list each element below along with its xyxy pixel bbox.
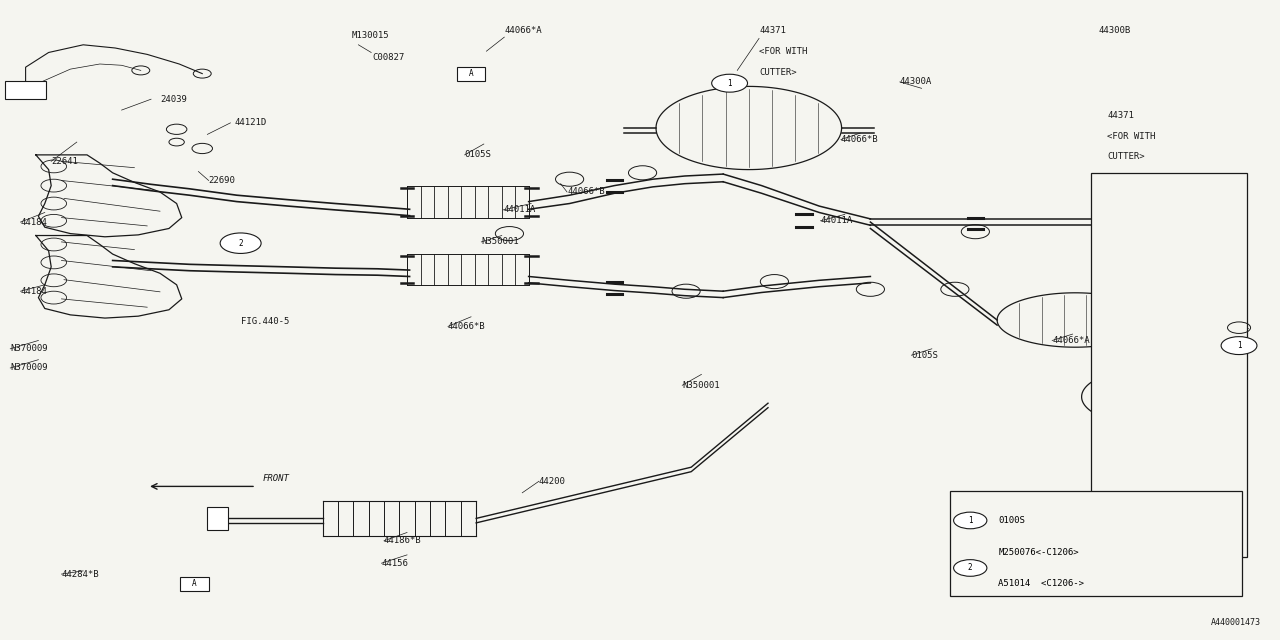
Text: A: A — [192, 579, 197, 588]
Text: 44300B: 44300B — [1098, 26, 1130, 35]
Circle shape — [954, 559, 987, 576]
Text: C00827: C00827 — [372, 53, 404, 62]
Text: 44066*B: 44066*B — [841, 135, 878, 144]
Text: 44186*B: 44186*B — [384, 536, 421, 545]
Text: 44066*B: 44066*B — [567, 188, 604, 196]
Text: 44184: 44184 — [20, 287, 47, 296]
Text: 44066*B: 44066*B — [448, 322, 485, 331]
Text: N350001: N350001 — [481, 237, 518, 246]
Text: 44066*A: 44066*A — [1052, 336, 1089, 345]
Text: N370009: N370009 — [10, 364, 47, 372]
Circle shape — [712, 74, 748, 92]
Circle shape — [1221, 337, 1257, 355]
Text: M130015: M130015 — [352, 31, 389, 40]
Text: 1: 1 — [1236, 341, 1242, 350]
Bar — [457, 67, 485, 81]
Text: 44121D: 44121D — [234, 118, 266, 127]
Text: A440001473: A440001473 — [1211, 618, 1261, 627]
Text: 44011A: 44011A — [820, 216, 852, 225]
Text: 0100S: 0100S — [998, 516, 1025, 525]
Bar — [1091, 173, 1247, 557]
Text: <FOR WITH: <FOR WITH — [759, 47, 808, 56]
Text: 44156: 44156 — [381, 559, 408, 568]
Text: 44371: 44371 — [1107, 111, 1134, 120]
Text: CUTTER>: CUTTER> — [1107, 152, 1144, 161]
Text: 44371: 44371 — [759, 26, 786, 35]
Text: 44200: 44200 — [539, 477, 566, 486]
Text: 22690: 22690 — [209, 176, 236, 185]
Text: 0105S: 0105S — [911, 351, 938, 360]
Text: M250076<-C1206>: M250076<-C1206> — [998, 548, 1079, 557]
Text: FRONT: FRONT — [262, 474, 289, 483]
Text: 44066*A: 44066*A — [504, 26, 541, 35]
Text: 44284*B: 44284*B — [61, 570, 99, 579]
Text: 2: 2 — [238, 239, 243, 248]
Text: 22641: 22641 — [51, 157, 78, 166]
Text: N370009: N370009 — [10, 344, 47, 353]
Text: 1: 1 — [968, 516, 973, 525]
Bar — [180, 577, 209, 591]
Text: A: A — [468, 69, 474, 78]
Text: <FOR WITH: <FOR WITH — [1107, 132, 1156, 141]
Text: 24039: 24039 — [160, 95, 187, 104]
Circle shape — [220, 233, 261, 253]
Text: CUTTER>: CUTTER> — [759, 68, 796, 77]
Bar — [5, 81, 46, 99]
Bar — [950, 491, 1242, 596]
Text: 44184: 44184 — [20, 218, 47, 227]
Text: 1: 1 — [727, 79, 732, 88]
Text: A51014  <C1206->: A51014 <C1206-> — [998, 579, 1084, 588]
Text: N350001: N350001 — [682, 381, 719, 390]
Text: 0105S: 0105S — [465, 150, 492, 159]
Text: 2: 2 — [968, 563, 973, 572]
Bar — [207, 507, 228, 530]
Text: FIG.440-5: FIG.440-5 — [241, 317, 289, 326]
Text: 44011A: 44011A — [503, 205, 535, 214]
Circle shape — [954, 512, 987, 529]
Text: 44300A: 44300A — [900, 77, 932, 86]
